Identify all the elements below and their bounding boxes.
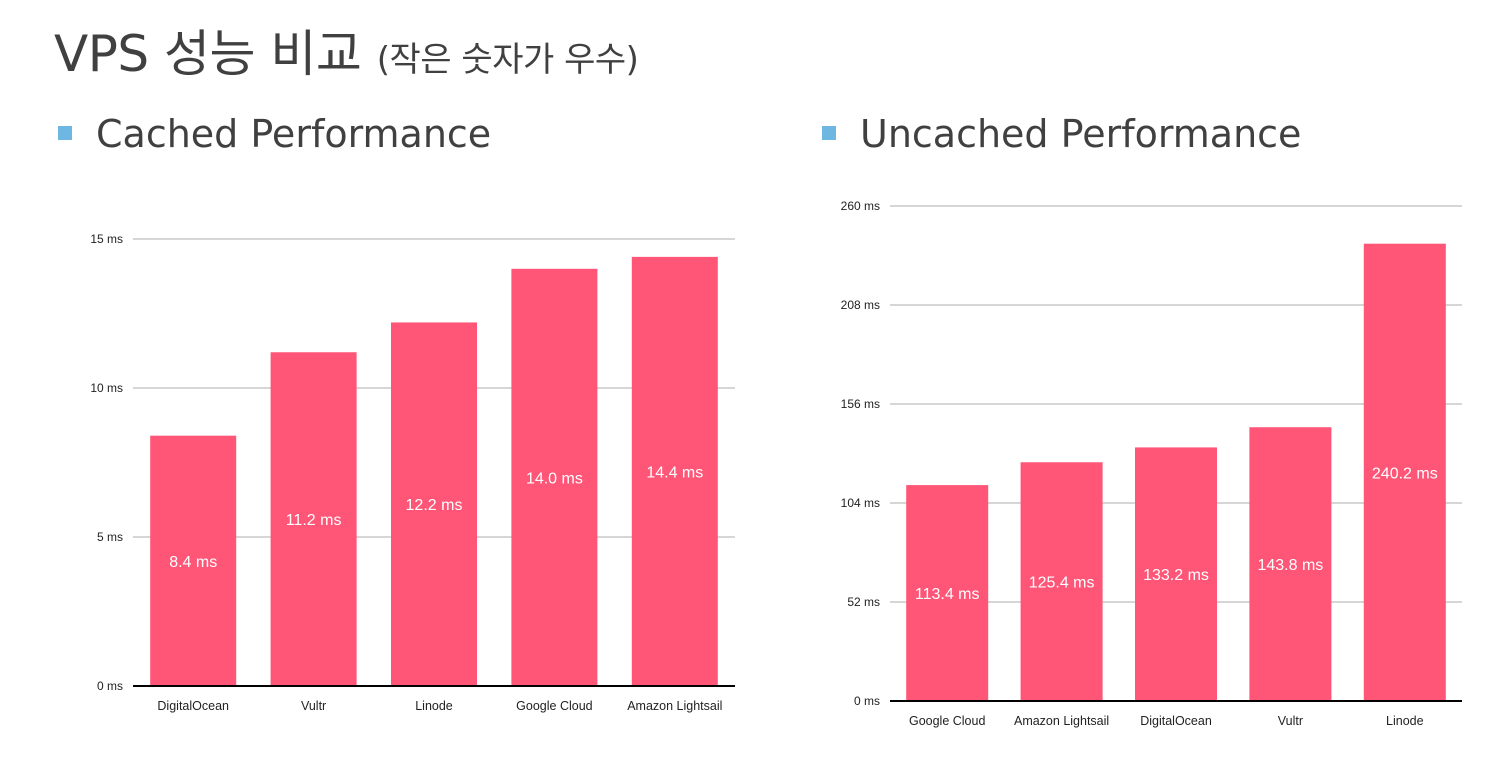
bar [1363,243,1446,701]
bar [631,256,718,686]
y-tick-label: 260 ms [841,199,880,213]
bullet-uncached-performance: Uncached Performance [822,112,1301,156]
category-label: DigitalOcean [157,699,229,713]
bar [150,435,237,686]
data-label: 8.4 ms [169,554,217,571]
category-label: Google Cloud [909,714,985,728]
y-tick-label: 208 ms [841,298,880,312]
bar [511,268,598,686]
y-tick-label: 10 ms [90,381,123,395]
y-tick-label: 156 ms [841,397,880,411]
bullet-label-uncached: Uncached Performance [860,112,1302,156]
category-label: Vultr [301,699,326,713]
category-label: Amazon Lightsail [627,699,722,713]
bullet-square-icon [58,125,72,140]
category-label: Linode [415,699,453,713]
bar [1249,427,1332,701]
data-label: 125.4 ms [1029,575,1095,592]
bullet-label-cached: Cached Performance [96,112,492,156]
category-label: Vultr [1278,714,1303,728]
title-main: VPS 성능 비교 [54,25,362,83]
data-label: 240.2 ms [1372,465,1438,482]
y-tick-label: 15 ms [90,232,123,246]
y-tick-label: 52 ms [847,595,880,609]
category-label: DigitalOcean [1140,714,1212,728]
data-label: 14.4 ms [646,464,703,481]
data-label: 12.2 ms [406,497,463,514]
y-tick-label: 0 ms [97,679,123,693]
data-label: 11.2 ms [286,512,342,529]
bar [1135,447,1217,701]
y-tick-label: 0 ms [854,694,880,708]
bar [270,352,357,686]
bullet-square-icon [822,125,836,140]
title-sub: (작은 숫자가 우수) [376,40,639,80]
cached-performance-chart: 0 ms 5 ms 10 ms 15 ms 8.4 ms DigitalOcean 11.2… [90,232,735,713]
category-label: Linode [1386,714,1424,728]
slide-title: VPS 성능 비교 (작은 숫자가 우수) [54,14,639,86]
data-label: 143.8 ms [1257,557,1323,574]
bullet-cached-performance: Cached Performance [58,112,491,156]
bar [1020,462,1103,701]
data-label: 133.2 ms [1143,567,1209,584]
bar [906,485,989,701]
category-label: Google Cloud [516,699,592,713]
category-label: Amazon Lightsail [1014,714,1109,728]
bar [391,322,477,686]
data-label: 113.4 ms [915,586,980,603]
y-tick-label: 104 ms [841,496,880,510]
y-tick-label: 5 ms [97,530,123,544]
data-label: 14.0 ms [526,470,583,487]
